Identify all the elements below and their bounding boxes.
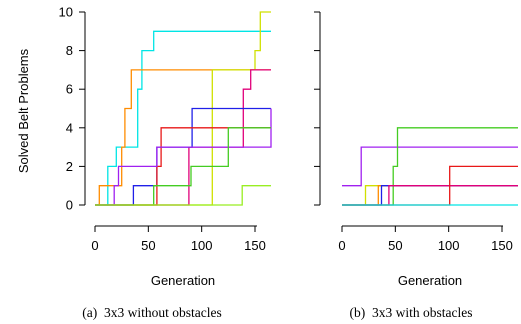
x-tick-label-b: 0 bbox=[338, 238, 345, 253]
y-tick-label-a: 10 bbox=[59, 5, 73, 20]
series-line-a-8 bbox=[95, 185, 271, 206]
panel-b: 0 50 100 150 Generation (b) 3x3 with obstac… bbox=[314, 11, 518, 320]
x-tick-label-a: 50 bbox=[141, 238, 155, 253]
series-line-b-3 bbox=[342, 185, 518, 206]
y-ticks-a: 0 2 4 6 8 10 bbox=[59, 5, 85, 213]
x-tick-label-b: 150 bbox=[491, 238, 513, 253]
series-line-a-0 bbox=[95, 30, 271, 206]
series-line-b-4 bbox=[342, 185, 518, 206]
series-line-a-1 bbox=[95, 69, 271, 206]
y-axis-title-a: Solved Belt Problems bbox=[16, 48, 31, 173]
y-ticks-b bbox=[314, 11, 320, 206]
series-line-b-0 bbox=[342, 146, 518, 187]
x-axis-title-a: Generation bbox=[151, 273, 215, 288]
y-tick-label-a: 0 bbox=[66, 198, 73, 213]
x-ticks-b: 0 50 100 150 bbox=[338, 226, 513, 253]
x-axis-title-b: Generation bbox=[398, 273, 462, 288]
series-line-a-6 bbox=[95, 108, 272, 206]
x-tick-label-b: 50 bbox=[388, 238, 402, 253]
series-group-a bbox=[95, 11, 272, 206]
x-tick-label-b: 100 bbox=[438, 238, 460, 253]
caption-b: (b) 3x3 with obstacles bbox=[350, 305, 473, 320]
x-ticks-a: 0 50 100 150 bbox=[91, 226, 266, 253]
panel-a: Solved Belt Problems 0 2 4 6 8 10 0 50 100 150 G… bbox=[16, 5, 272, 320]
y-tick-label-a: 8 bbox=[66, 43, 73, 58]
series-line-b-5 bbox=[342, 185, 518, 206]
y-tick-label-a: 2 bbox=[66, 159, 73, 174]
series-group-b bbox=[342, 127, 518, 206]
caption-a: (a) 3x3 without obstacles bbox=[82, 305, 221, 320]
series-line-b-2 bbox=[342, 185, 518, 206]
x-tick-label-a: 0 bbox=[91, 238, 98, 253]
x-tick-label-a: 100 bbox=[191, 238, 213, 253]
y-tick-label-a: 4 bbox=[66, 120, 73, 135]
x-tick-label-a: 150 bbox=[244, 238, 266, 253]
y-tick-label-a: 6 bbox=[66, 82, 73, 97]
